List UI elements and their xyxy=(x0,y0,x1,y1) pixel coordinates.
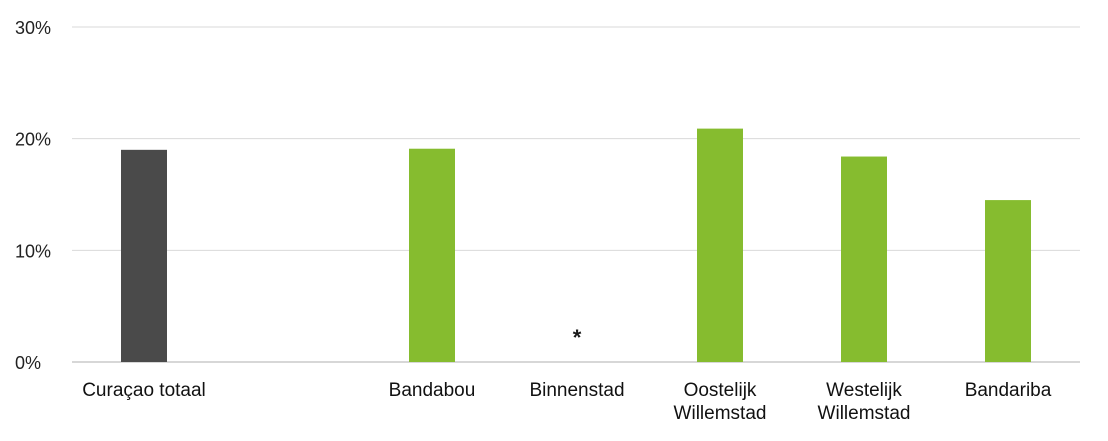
x-category-label-line: Binnenstad xyxy=(529,380,624,401)
grid-layer xyxy=(72,26,1080,363)
x-category-label-line: Bandabou xyxy=(389,380,476,401)
y-tick-label: 20% xyxy=(15,130,51,150)
x-category-label: Bandabou xyxy=(389,380,476,401)
y-tick-label: 10% xyxy=(15,241,51,261)
bar xyxy=(985,200,1031,362)
x-category-label: Binnenstad xyxy=(529,380,624,401)
bar xyxy=(697,128,743,362)
x-category-label-line: Willemstad xyxy=(818,403,911,424)
x-axis: Curaçao totaal Bandabou Binnenstad Oostelij… xyxy=(82,380,1052,424)
bar xyxy=(841,156,887,362)
x-category-label-line: Bandariba xyxy=(965,380,1052,401)
x-category-label: Curaçao totaal xyxy=(82,380,206,401)
x-category-label: Oostelijk Willemstad xyxy=(674,380,767,424)
bar xyxy=(121,149,167,362)
x-category-label: Westelijk Willemstad xyxy=(818,380,911,424)
x-category-label-line: Willemstad xyxy=(674,403,767,424)
x-category-label-line: Westelijk xyxy=(826,380,902,401)
bar xyxy=(409,148,455,362)
y-tick-label: 30% xyxy=(15,18,51,38)
missing-value-marker: * xyxy=(573,325,582,350)
bars-layer: * xyxy=(121,128,1031,362)
x-category-label-line: Oostelijk xyxy=(684,380,757,401)
x-category-label: Bandariba xyxy=(965,380,1052,401)
x-category-label-line: Curaçao totaal xyxy=(82,380,206,401)
y-tick-label: 0% xyxy=(15,353,41,373)
y-axis: 0% 10% 20% 30% xyxy=(15,18,51,373)
